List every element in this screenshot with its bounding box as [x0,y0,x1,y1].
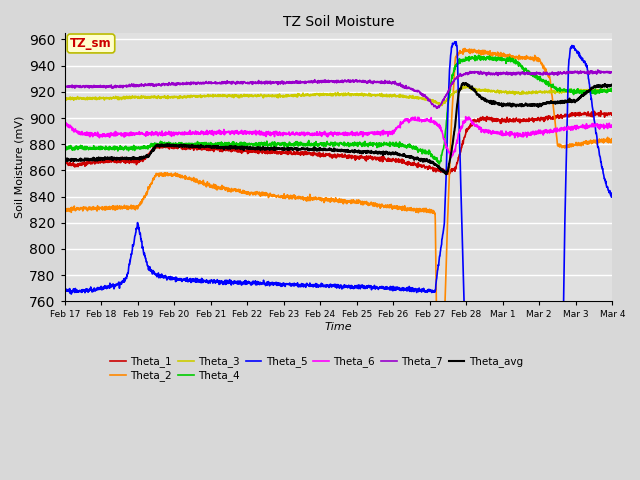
Theta_avg [327,146,335,152]
Theta_4 [89,146,97,152]
X-axis label: Time: Time [324,322,352,332]
Theta_2 [593,141,601,147]
Theta_3 [609,88,616,94]
Theta_7 [609,69,616,75]
Theta_2 [609,137,616,143]
Theta_6 [609,124,616,130]
Theta_1 [444,171,451,177]
Theta_avg [593,84,600,90]
Theta_2 [493,52,500,58]
Theta_6 [327,129,335,135]
Theta_2 [593,139,600,145]
Theta_7 [492,71,500,76]
Theta_3 [327,92,335,98]
Theta_3 [89,95,97,100]
Theta_5 [451,39,459,45]
Theta_6 [593,122,601,128]
Theta_avg [593,83,601,88]
Theta_3 [312,91,320,96]
Theta_6 [61,121,68,127]
Theta_7 [312,79,320,85]
Theta_avg [609,82,616,88]
Theta_5 [89,287,97,293]
Line: Theta_avg: Theta_avg [65,83,612,174]
Theta_1 [597,108,605,114]
Line: Theta_5: Theta_5 [65,42,612,480]
Line: Theta_2: Theta_2 [65,48,612,440]
Line: Theta_6: Theta_6 [65,117,612,157]
Y-axis label: Soil Moisture (mV): Soil Moisture (mV) [15,116,25,218]
Theta_6 [312,131,320,137]
Theta_4 [436,161,444,167]
Theta_1 [89,160,97,166]
Theta_5 [312,282,320,288]
Theta_1 [593,111,600,117]
Theta_avg [61,157,68,163]
Line: Theta_7: Theta_7 [65,70,612,108]
Theta_3 [438,103,445,108]
Theta_2 [461,46,468,51]
Line: Theta_3: Theta_3 [65,86,612,106]
Theta_2 [437,437,445,443]
Text: TZ_sm: TZ_sm [70,37,112,50]
Theta_avg [312,147,320,153]
Theta_7 [593,71,600,77]
Theta_6 [493,131,500,136]
Theta_6 [593,122,600,128]
Title: TZ Soil Moisture: TZ Soil Moisture [283,15,394,29]
Theta_7 [89,84,97,90]
Theta_6 [447,155,455,160]
Theta_3 [593,88,600,94]
Theta_2 [312,195,320,201]
Theta_4 [493,58,500,64]
Theta_5 [327,284,335,289]
Theta_2 [89,206,97,212]
Theta_3 [493,89,500,95]
Theta_4 [312,142,320,147]
Theta_1 [61,159,68,165]
Theta_avg [460,80,467,86]
Theta_2 [327,199,335,204]
Theta_1 [609,112,616,118]
Theta_1 [593,112,600,118]
Theta_1 [312,151,320,157]
Theta_4 [327,139,335,145]
Theta_4 [475,52,483,58]
Theta_4 [593,88,601,94]
Theta_7 [594,67,602,73]
Theta_avg [493,100,500,106]
Theta_3 [593,89,601,95]
Legend: Theta_1, Theta_2, Theta_3, Theta_4, Theta_5, Theta_6, Theta_7, Theta_avg: Theta_1, Theta_2, Theta_3, Theta_4, Thet… [106,352,527,385]
Theta_7 [433,106,440,111]
Line: Theta_4: Theta_4 [65,55,612,164]
Theta_4 [609,85,616,91]
Theta_5 [609,193,616,199]
Line: Theta_1: Theta_1 [65,111,612,174]
Theta_7 [593,70,600,76]
Theta_avg [442,171,450,177]
Theta_6 [462,114,470,120]
Theta_3 [61,96,68,102]
Theta_1 [327,152,335,157]
Theta_7 [327,79,335,84]
Theta_6 [89,134,97,140]
Theta_5 [593,132,600,138]
Theta_2 [61,207,68,213]
Theta_4 [593,90,600,96]
Theta_1 [492,117,500,122]
Theta_avg [89,156,97,161]
Theta_4 [61,146,68,152]
Theta_7 [61,83,68,89]
Theta_3 [463,83,471,89]
Theta_5 [593,134,601,140]
Theta_5 [61,288,68,294]
